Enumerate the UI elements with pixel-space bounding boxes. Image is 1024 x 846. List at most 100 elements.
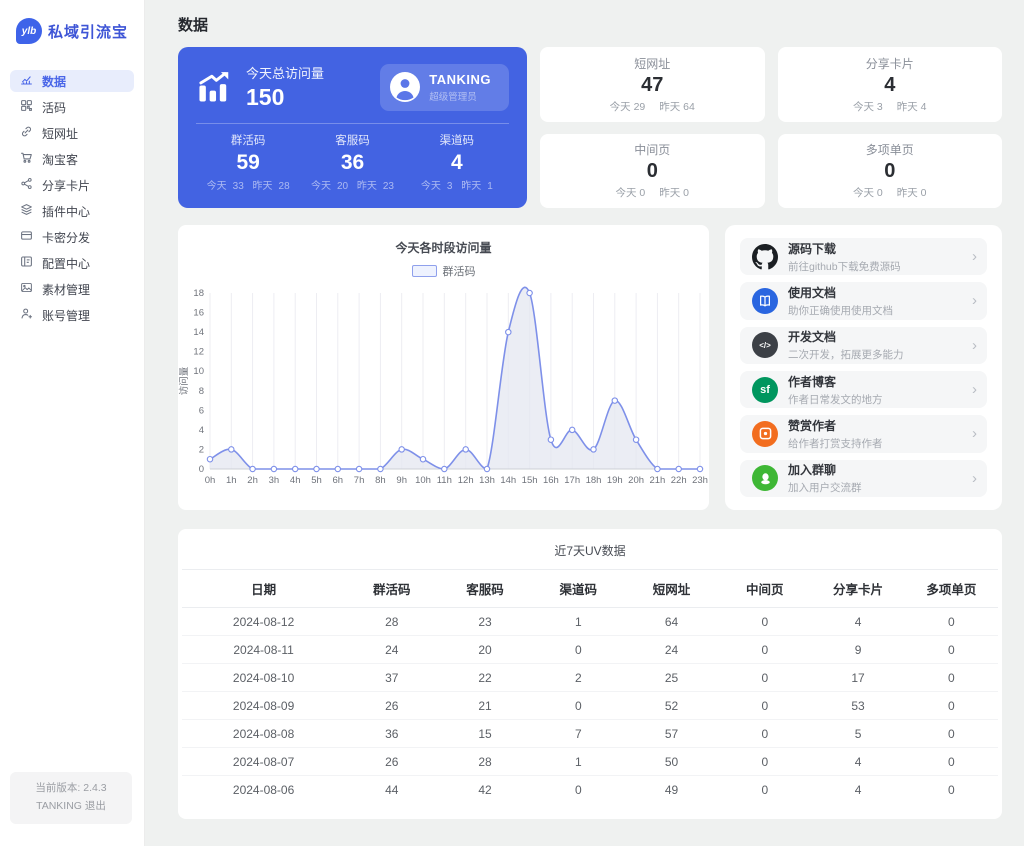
svg-text:16: 16	[193, 308, 204, 319]
logout-link[interactable]: 退出	[84, 800, 106, 813]
table-row: 2024-08-12 28 23 1 64 0 4 0	[182, 607, 998, 636]
link-reward-author[interactable]: 赞赏作者 给作者打赏支持作者 ›	[740, 415, 987, 453]
stat-sub: 今天 29 昨天 64	[609, 100, 695, 113]
uv-table: 日期 群活码 客服码 渠道码 短网址 中间页 分享卡片 多项单页 2024-08…	[182, 569, 998, 803]
sidebar: ylb 私域引流宝 数据 活码 短网址 淘宝客 分享卡片	[0, 0, 145, 846]
sidebar-item-data[interactable]: 数据	[10, 70, 134, 92]
svg-text:2: 2	[199, 444, 204, 455]
table-cell: 25	[624, 663, 719, 692]
link-desc: 助你正确使用使用文档	[788, 304, 893, 317]
svg-text:13h: 13h	[479, 475, 495, 486]
svg-text:12h: 12h	[458, 475, 474, 486]
table-row: 2024-08-10 37 22 2 25 0 17 0	[182, 663, 998, 692]
svg-text:18h: 18h	[586, 475, 602, 486]
link-dev-docs[interactable]: </> 开发文档 二次开发，拓展更多能力 ›	[740, 326, 987, 364]
table-cell: 2	[531, 663, 625, 692]
table-cell: 2024-08-06	[232, 782, 295, 797]
sidebar-item-cardkeys[interactable]: 卡密分发	[10, 226, 134, 248]
table-cell: 0	[718, 635, 812, 664]
table-cell: 0	[904, 607, 998, 636]
table-cell: 2024-08-10	[182, 663, 346, 692]
stat-group-livecode: 群活码 59 今天 33 昨天 28	[196, 132, 300, 192]
svg-text:访问量: 访问量	[178, 366, 190, 395]
table-cell: 7	[531, 719, 625, 748]
cart-icon	[20, 151, 33, 167]
white-stats-grid: 短网址 47 今天 29 昨天 64 分享卡片 4 今天 3 昨天 4 中间页 0 …	[540, 47, 1002, 208]
column-header: 中间页	[718, 569, 812, 608]
chevron-right-icon: ›	[972, 381, 977, 399]
table-cell: 0	[904, 691, 998, 720]
sidebar-item-sharecard[interactable]: 分享卡片	[10, 174, 134, 196]
table-cell: 4	[854, 782, 862, 797]
table-cell: 0	[718, 607, 812, 636]
table-cell: 0	[761, 782, 769, 797]
sidebar-item-label: 配置中心	[42, 256, 91, 271]
table-cell: 28	[438, 747, 532, 776]
sidebar-item-label: 分享卡片	[42, 178, 91, 193]
table-row: 2024-08-08 36 15 7 57 0 5 0	[182, 719, 998, 748]
svg-text:0h: 0h	[205, 475, 216, 486]
link-title: 赞赏作者	[788, 418, 837, 433]
link-author-blog[interactable]: sf 作者博客 作者日常发文的地方 ›	[740, 370, 987, 409]
link-join-group[interactable]: 加入群聊 加入用户交流群 ›	[740, 459, 987, 497]
page-title: 数据	[178, 17, 209, 34]
overview-section: 今天总访问量 150 TANKING 超级管理员	[178, 47, 1002, 208]
stat-value: 4	[884, 73, 896, 96]
divider	[196, 123, 509, 124]
qr-code-icon	[20, 99, 33, 115]
table-cell: 1	[531, 607, 625, 636]
table-row: 2024-08-06 44 42 0 49 0 4 0	[182, 776, 998, 804]
table-cell: 44	[385, 782, 399, 797]
version-box: 当前版本: 2.4.3 TANKING 退出	[10, 772, 132, 824]
sidebar-item-label: 活码	[42, 100, 67, 115]
stat-value: 36	[340, 151, 365, 174]
table-cell: 2024-08-08	[182, 719, 346, 748]
table-row: 2024-08-09 26 21 0 52 0 53 0	[182, 691, 998, 720]
stat-label: 渠道码	[439, 135, 475, 147]
stat-value: 0	[884, 160, 896, 183]
table-body: 2024-08-12 28 23 1 64 0 4 0 2024-08-11 24 20 0 24 0 9 0…	[182, 607, 998, 804]
table-cell: 49	[664, 782, 679, 797]
sidebar-item-label: 账号管理	[42, 308, 91, 323]
link-user-docs[interactable]: 使用文档 助你正确使用使用文档 ›	[740, 282, 987, 320]
link-desc: 二次开发，拓展更多能力	[788, 349, 904, 362]
logout-row[interactable]: TANKING 退出	[14, 798, 128, 816]
table-cell: 23	[438, 607, 532, 636]
table-cell: 37	[345, 663, 439, 692]
app-logo: ylb 私域引流宝	[0, 0, 144, 58]
card-icon	[20, 229, 33, 245]
table-cell: 2024-08-07	[182, 747, 346, 776]
sidebar-item-taobaoke[interactable]: 淘宝客	[10, 148, 134, 170]
table-cell: 22	[438, 663, 532, 692]
stat-value: 59	[236, 151, 260, 174]
sidebar-item-plugins[interactable]: 插件中心	[10, 200, 134, 222]
legend-label: 群活码	[442, 266, 476, 278]
svg-text:2h: 2h	[247, 475, 258, 486]
sidebar-item-accounts[interactable]: 账号管理	[10, 304, 134, 326]
svg-text:15h: 15h	[522, 475, 538, 486]
sidebar-item-livecode[interactable]: 活码	[10, 96, 134, 118]
sidebar-item-materials[interactable]: 素材管理	[10, 278, 134, 300]
stat-value: 0	[646, 160, 658, 183]
svg-text:18: 18	[193, 288, 204, 299]
sidebar-item-shorturl[interactable]: 短网址	[10, 122, 134, 144]
stat-card-multipage: 多项单页 0 今天 0 昨天 0	[777, 133, 1002, 208]
material-icon	[20, 281, 33, 297]
total-visits-value: 150	[246, 84, 285, 110]
table-cell: 0	[574, 782, 582, 797]
svg-text:21h: 21h	[649, 475, 665, 486]
sidebar-item-label: 淘宝客	[42, 152, 79, 167]
chart-section: 今天各时段访问量 群活码 0 2 4 6 8 10 12 14 16 18 0h 1h 2h 3h 4h 5h…	[178, 225, 1002, 510]
table-cell: 2024-08-11	[182, 635, 346, 664]
chart-legend[interactable]: 群活码	[178, 263, 709, 279]
chevron-right-icon: ›	[972, 336, 977, 354]
svg-text:6h: 6h	[333, 475, 344, 486]
table-cell: 24	[345, 635, 439, 664]
table-cell: 2024-08-09	[182, 691, 346, 720]
link-source-download[interactable]: 源码下载 前往github下载免费源码 ›	[740, 238, 987, 276]
admin-role: 超级管理员	[429, 91, 477, 103]
link-title: 使用文档	[788, 285, 837, 300]
table-cell: 9	[811, 635, 905, 664]
sidebar-item-config[interactable]: 配置中心	[10, 252, 134, 274]
